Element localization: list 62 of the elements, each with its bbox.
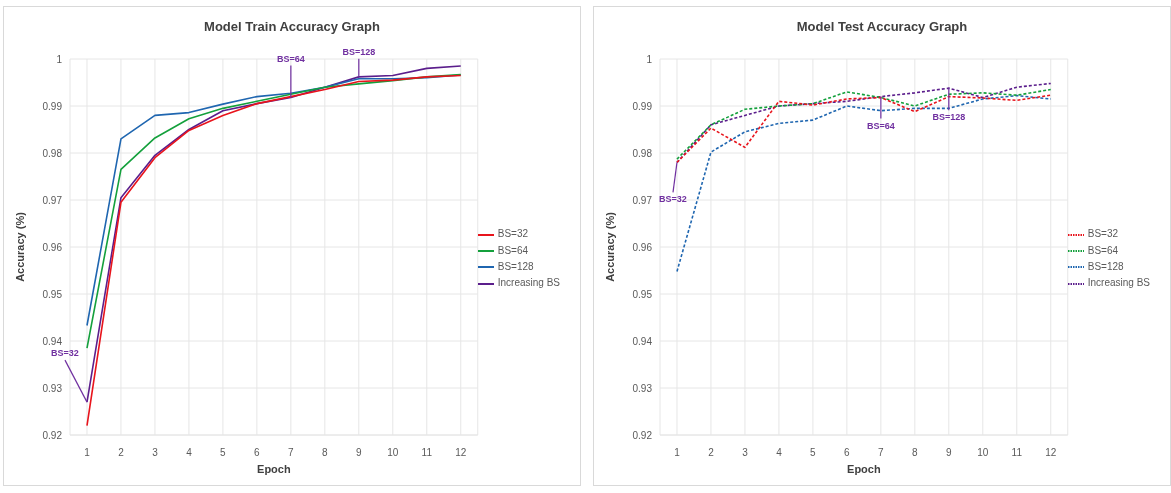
y-axis-title: Accuracy (%) [13,211,26,282]
y-tick-label: 0.92 [632,429,653,441]
x-tick-label: 9 [946,447,953,459]
annotation: BS=128 [342,46,376,57]
chart-title: Model Test Accuracy Graph [795,19,969,36]
annotation: BS=128 [932,112,966,123]
y-tick-label: 0.92 [42,429,63,441]
legend-label: BS=128 [497,261,534,272]
legend-label: Increasing BS [497,277,560,289]
x-tick-label: 12 [455,447,467,459]
y-tick-label: 0.98 [42,147,63,159]
x-tick-label: 2 [118,447,125,459]
x-tick-label: 1 [84,447,91,459]
y-tick-label: 0.94 [42,335,63,347]
annotation: BS=64 [276,53,305,64]
legend-label: BS=64 [1087,244,1119,256]
annotation: BS=32 [51,348,79,359]
x-tick-label: 7 [288,447,295,459]
legend-label: Increasing BS [1087,277,1150,289]
annotation: BS=32 [659,194,687,205]
y-tick-label: 1 [56,53,63,65]
x-tick-label: 11 [421,447,433,459]
x-axis-title: Epoch [257,463,291,475]
x-tick-label: 5 [220,447,227,459]
y-tick-label: 0.94 [632,335,653,347]
x-tick-label: 7 [878,447,885,459]
y-tick-label: 0.99 [632,100,653,112]
y-tick-label: 0.96 [632,241,653,253]
y-tick-label: 0.96 [42,241,63,253]
x-tick-label: 12 [1045,447,1057,459]
x-tick-label: 5 [810,447,817,459]
x-tick-label: 3 [152,447,159,459]
chart-title: Model Train Accuracy Graph [203,19,381,36]
annotation: BS=64 [866,120,895,131]
x-tick-label: 8 [912,447,919,459]
y-tick-label: 0.95 [42,288,63,300]
x-tick-label: 10 [387,447,399,459]
x-tick-label: 10 [977,447,989,459]
x-tick-label: 2 [708,447,715,459]
y-axis-title: Accuracy (%) [603,211,616,282]
x-tick-label: 4 [776,447,783,459]
legend-label: BS=128 [1087,261,1124,272]
legend-label: BS=64 [497,244,529,256]
y-tick-label: 1 [646,53,653,65]
y-tick-label: 0.97 [632,194,653,206]
x-tick-label: 8 [322,447,329,459]
y-tick-label: 0.98 [632,147,653,159]
x-tick-label: 6 [844,447,851,459]
x-axis-title: Epoch [847,463,881,475]
y-tick-label: 0.93 [42,382,63,394]
x-tick-label: 4 [186,447,193,459]
y-tick-label: 0.93 [632,382,653,394]
x-tick-label: 11 [1011,447,1023,459]
y-tick-label: 0.99 [42,100,63,112]
y-tick-label: 0.95 [632,288,653,300]
x-tick-label: 3 [742,447,749,459]
x-tick-label: 1 [674,447,681,459]
x-tick-label: 9 [356,447,363,459]
legend-label: BS=32 [1087,228,1119,240]
y-tick-label: 0.97 [42,194,63,206]
legend-label: BS=32 [497,228,529,240]
x-tick-label: 6 [254,447,261,459]
